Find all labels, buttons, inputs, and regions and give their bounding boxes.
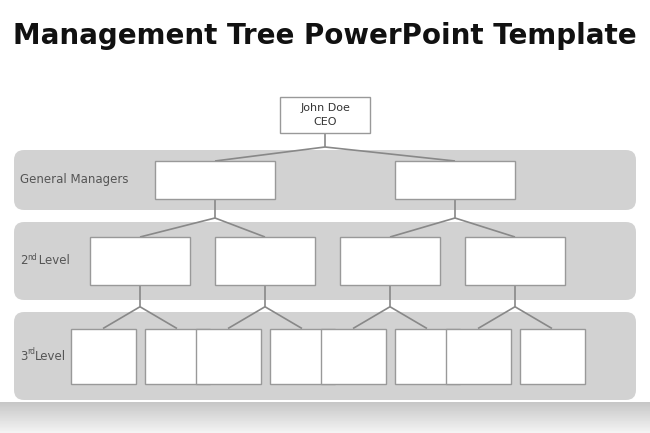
- Text: John Doe: John Doe: [300, 103, 350, 113]
- Bar: [0, 413, 650, 414]
- Bar: [0, 426, 650, 427]
- FancyBboxPatch shape: [270, 329, 335, 384]
- Bar: [0, 429, 650, 430]
- Bar: [0, 414, 650, 415]
- Bar: [0, 418, 650, 420]
- Bar: [0, 405, 650, 407]
- Bar: [0, 421, 650, 423]
- FancyBboxPatch shape: [519, 329, 584, 384]
- Bar: [0, 404, 650, 406]
- FancyBboxPatch shape: [90, 237, 190, 285]
- Text: nd: nd: [27, 252, 37, 262]
- FancyBboxPatch shape: [395, 161, 515, 199]
- Text: 3: 3: [20, 349, 27, 362]
- Text: rd: rd: [27, 348, 36, 356]
- Text: Level: Level: [35, 349, 66, 362]
- Bar: [0, 402, 650, 403]
- Text: Management Tree PowerPoint Template: Management Tree PowerPoint Template: [13, 22, 637, 50]
- Bar: [0, 404, 650, 405]
- Bar: [0, 424, 650, 426]
- Bar: [0, 410, 650, 411]
- FancyBboxPatch shape: [14, 150, 636, 210]
- FancyBboxPatch shape: [196, 329, 261, 384]
- FancyBboxPatch shape: [14, 312, 636, 400]
- FancyBboxPatch shape: [395, 329, 460, 384]
- Bar: [0, 422, 650, 423]
- Bar: [0, 417, 650, 419]
- Bar: [0, 403, 650, 404]
- FancyBboxPatch shape: [144, 329, 209, 384]
- FancyBboxPatch shape: [340, 237, 440, 285]
- Text: CEO: CEO: [313, 117, 337, 127]
- Bar: [0, 420, 650, 421]
- Bar: [0, 419, 650, 420]
- FancyBboxPatch shape: [70, 329, 135, 384]
- FancyBboxPatch shape: [465, 237, 565, 285]
- Bar: [0, 414, 650, 416]
- Bar: [0, 420, 650, 422]
- FancyBboxPatch shape: [155, 161, 275, 199]
- Bar: [0, 415, 650, 417]
- Bar: [0, 431, 650, 433]
- Bar: [0, 417, 650, 418]
- FancyBboxPatch shape: [280, 97, 370, 133]
- Bar: [0, 430, 650, 431]
- Bar: [0, 432, 650, 433]
- Bar: [0, 416, 650, 417]
- FancyBboxPatch shape: [14, 222, 636, 300]
- Text: 2: 2: [20, 255, 27, 268]
- Bar: [0, 427, 650, 428]
- Bar: [0, 407, 650, 409]
- FancyBboxPatch shape: [445, 329, 510, 384]
- Bar: [0, 424, 650, 425]
- Bar: [0, 427, 650, 429]
- Text: Level: Level: [35, 255, 70, 268]
- Bar: [0, 410, 650, 412]
- FancyBboxPatch shape: [320, 329, 385, 384]
- Bar: [0, 412, 650, 414]
- Bar: [0, 431, 650, 432]
- Bar: [0, 428, 650, 430]
- Bar: [0, 423, 650, 424]
- Bar: [0, 406, 650, 407]
- Bar: [0, 425, 650, 427]
- Bar: [0, 408, 650, 410]
- Bar: [0, 409, 650, 410]
- Text: General Managers: General Managers: [20, 174, 129, 187]
- FancyBboxPatch shape: [215, 237, 315, 285]
- Bar: [0, 407, 650, 408]
- Bar: [0, 411, 650, 413]
